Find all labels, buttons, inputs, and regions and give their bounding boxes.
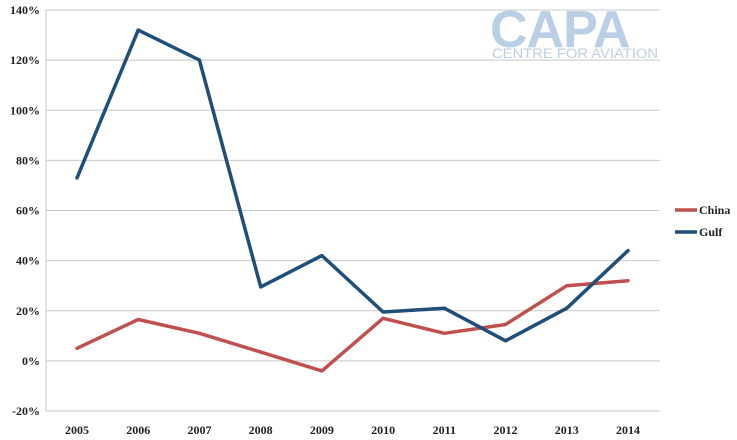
x-tick-label: 2006 (126, 423, 150, 437)
legend-label-gulf: Gulf (699, 225, 723, 239)
data-point-gulf (197, 58, 201, 62)
data-point-gulf (565, 306, 569, 310)
watermark-tagline: CENTRE FOR AVIATION (492, 46, 658, 61)
series-line-gulf (75, 28, 630, 343)
x-tick-label: 2010 (371, 423, 395, 437)
y-tick-label: 140% (10, 3, 40, 17)
x-tick-label: 2014 (616, 423, 640, 437)
data-point-gulf (320, 254, 324, 258)
data-point-gulf (136, 28, 140, 32)
data-point-gulf (626, 249, 630, 253)
x-tick-label: 2011 (433, 423, 456, 437)
data-point-gulf (75, 176, 79, 180)
gridlines (45, 9, 660, 412)
x-tick-label: 2012 (494, 423, 518, 437)
x-tick-label: 2005 (65, 423, 89, 437)
series-line-china (75, 278, 630, 373)
data-point-china (320, 369, 324, 373)
y-tick-label: -20% (12, 404, 40, 418)
data-point-china (75, 346, 79, 350)
data-point-china (565, 284, 569, 288)
data-point-china (504, 323, 508, 327)
x-axis-ticks: 2005 2006 2007 2008 2009 2010 2011 2012 2013 2014 (65, 423, 640, 437)
y-tick-label: 80% (16, 153, 40, 167)
data-point-china (442, 331, 446, 335)
legend-label-china: China (699, 203, 730, 217)
watermark-brand: CAPA (490, 1, 630, 59)
data-point-china (197, 331, 201, 335)
data-point-china (259, 350, 263, 354)
y-tick-label: 100% (10, 103, 40, 117)
y-axis-ticks: -20% 0% 20% 40% 60% 80% 100% 120% 140% (10, 3, 40, 418)
data-point-china (136, 318, 140, 322)
x-tick-label: 2008 (249, 423, 273, 437)
y-tick-label: 0% (22, 354, 40, 368)
x-tick-label: 2007 (187, 423, 211, 437)
y-tick-label: 40% (16, 254, 40, 268)
series-lines (75, 28, 630, 373)
data-point-gulf (259, 285, 263, 289)
legend: China Gulf (675, 203, 730, 239)
data-point-china (626, 279, 630, 283)
x-tick-label: 2009 (310, 423, 334, 437)
y-tick-label: 20% (16, 304, 40, 318)
x-tick-label: 2013 (555, 423, 579, 437)
data-point-china (381, 316, 385, 320)
data-point-gulf (381, 310, 385, 314)
y-tick-label: 60% (16, 204, 40, 218)
data-point-gulf (442, 306, 446, 310)
data-point-gulf (504, 339, 508, 343)
capa-watermark-logo: CAPA CENTRE FOR AVIATION (490, 1, 658, 61)
y-tick-label: 120% (10, 53, 40, 67)
